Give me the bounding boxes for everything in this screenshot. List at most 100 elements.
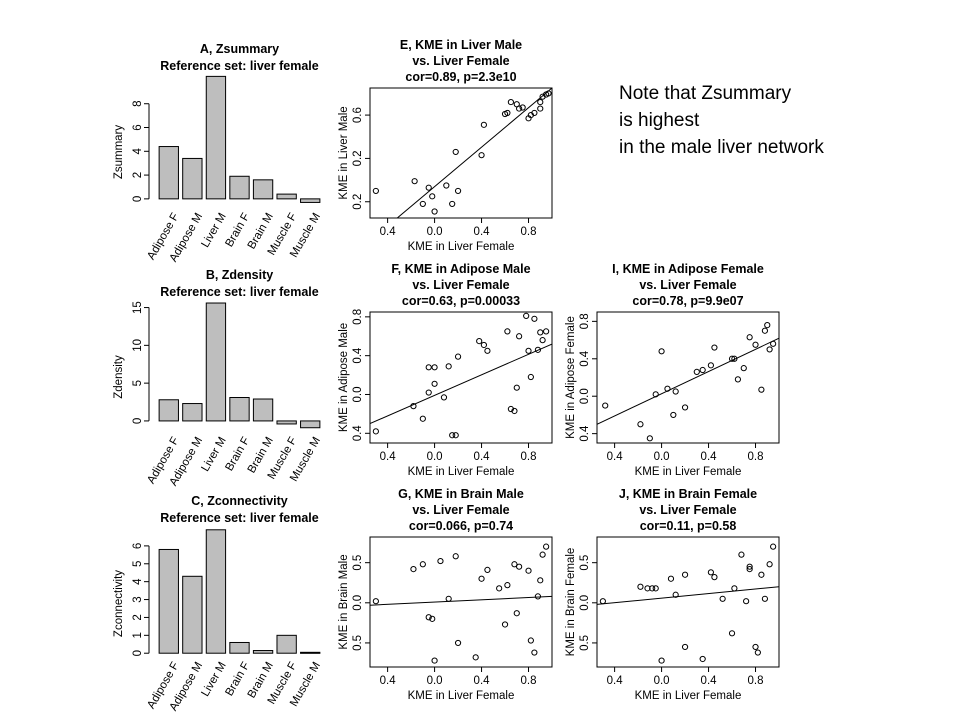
- y-tick-label: 0.2: [352, 150, 364, 166]
- data-point: [539, 551, 546, 558]
- bar: [158, 146, 179, 200]
- data-point: [449, 432, 456, 439]
- data-point: [480, 341, 487, 349]
- y-tick-label: 0.0: [352, 386, 364, 402]
- y-tick-label: 0: [132, 196, 144, 202]
- chart-panel-f: F, KME in Adipose Male vs. Liver Female co…: [338, 262, 553, 478]
- x-tick-label: 0.8: [521, 675, 537, 687]
- data-point: [719, 595, 726, 602]
- data-point: [646, 435, 653, 442]
- x-tick-label: 0.0: [654, 675, 670, 687]
- annotation-note: Note that Zsummary is highest in the mal…: [619, 80, 949, 161]
- regression-line: [396, 88, 552, 218]
- y-axis-label: KME in Liver Male: [338, 106, 350, 199]
- data-point: [766, 561, 773, 568]
- data-point: [738, 551, 745, 558]
- chart-panel-j: J, KME in Brain Female vs. Liver Female co…: [565, 487, 780, 702]
- data-point: [658, 348, 665, 355]
- chart-title: I, KME in Adipose Female: [612, 262, 764, 276]
- y-tick-label: 0.8: [352, 309, 364, 325]
- data-point: [425, 614, 432, 621]
- bar: [205, 529, 227, 654]
- regression-line: [370, 343, 552, 425]
- plot-frame: [369, 87, 553, 219]
- bar: [229, 175, 250, 200]
- bar: [252, 398, 274, 422]
- data-point: [484, 347, 491, 354]
- data-point: [525, 567, 532, 574]
- y-tick-label: 5: [132, 380, 144, 386]
- data-point: [740, 365, 747, 372]
- x-tick-label: 0.4: [701, 451, 718, 463]
- data-point: [699, 655, 706, 663]
- x-tick-label: 0.0: [427, 451, 443, 463]
- chart-title: J, KME in Brain Female: [619, 487, 757, 501]
- y-tick-label: 3: [132, 596, 144, 602]
- bar: [276, 634, 297, 654]
- data-point: [644, 585, 651, 592]
- data-point: [511, 407, 518, 415]
- data-point: [711, 344, 718, 351]
- data-point: [728, 355, 736, 362]
- data-point: [425, 184, 432, 191]
- data-point: [425, 364, 432, 371]
- data-point: [672, 591, 679, 598]
- y-tick-label: 10: [132, 339, 144, 352]
- data-point: [496, 585, 503, 592]
- data-point: [525, 347, 532, 354]
- chart-subtitle: vs. Liver Female: [412, 54, 509, 68]
- data-point: [440, 394, 448, 401]
- data-point: [672, 388, 679, 395]
- x-axis-label: KME in Liver Female: [408, 466, 515, 478]
- data-point: [746, 563, 753, 570]
- data-point: [746, 334, 753, 341]
- data-point: [770, 340, 777, 347]
- y-tick-label: 0.0: [579, 595, 591, 611]
- data-point: [452, 148, 459, 156]
- data-point: [537, 105, 544, 112]
- data-point: [599, 598, 606, 605]
- data-point: [372, 428, 379, 435]
- regression-line: [597, 337, 779, 425]
- bar: [252, 179, 274, 200]
- data-point: [419, 200, 426, 208]
- bar: [205, 302, 227, 422]
- x-tick-label: 0.4: [380, 226, 397, 238]
- chart-subtitle: Reference set: liver female: [160, 511, 318, 525]
- y-axis-label: KME in Brain Female: [565, 548, 577, 657]
- data-point: [766, 346, 773, 353]
- bar: [158, 399, 179, 422]
- chart-panel-b: B, Zdensity Reference set: liver female 0 5…: [113, 268, 323, 488]
- data-point: [431, 208, 438, 215]
- chart-stat: cor=0.78, p=9.9e07: [632, 294, 743, 308]
- y-tick-label: 4: [132, 578, 144, 585]
- x-tick-label: 0.4: [380, 451, 397, 463]
- y-tick-label: 8: [132, 101, 144, 107]
- data-point: [454, 187, 462, 195]
- chart-subtitle: vs. Liver Female: [639, 278, 736, 292]
- bar: [205, 75, 227, 200]
- chart-title: C, Zconnectivity: [191, 494, 288, 508]
- y-tick-label: 0.4: [352, 347, 364, 364]
- data-point: [523, 312, 530, 319]
- data-point: [758, 386, 765, 393]
- data-point: [731, 355, 738, 362]
- data-point: [516, 563, 523, 570]
- y-tick-label: 2: [132, 614, 144, 620]
- data-point: [504, 582, 511, 589]
- data-point: [664, 385, 671, 392]
- data-point: [681, 643, 689, 651]
- chart-subtitle: vs. Liver Female: [639, 503, 736, 517]
- y-tick-label: 2: [132, 172, 144, 178]
- y-axis-label: KME in Adipose Male: [338, 323, 350, 432]
- data-point: [478, 575, 485, 582]
- chart-subtitle: vs. Liver Female: [412, 503, 509, 517]
- y-axis-label: Zsummary: [113, 125, 125, 180]
- x-tick-label: 0.4: [607, 675, 624, 687]
- plot-frame: [596, 536, 780, 668]
- data-point: [693, 368, 700, 375]
- data-point: [480, 121, 487, 128]
- data-point: [754, 649, 761, 656]
- data-point: [445, 595, 452, 602]
